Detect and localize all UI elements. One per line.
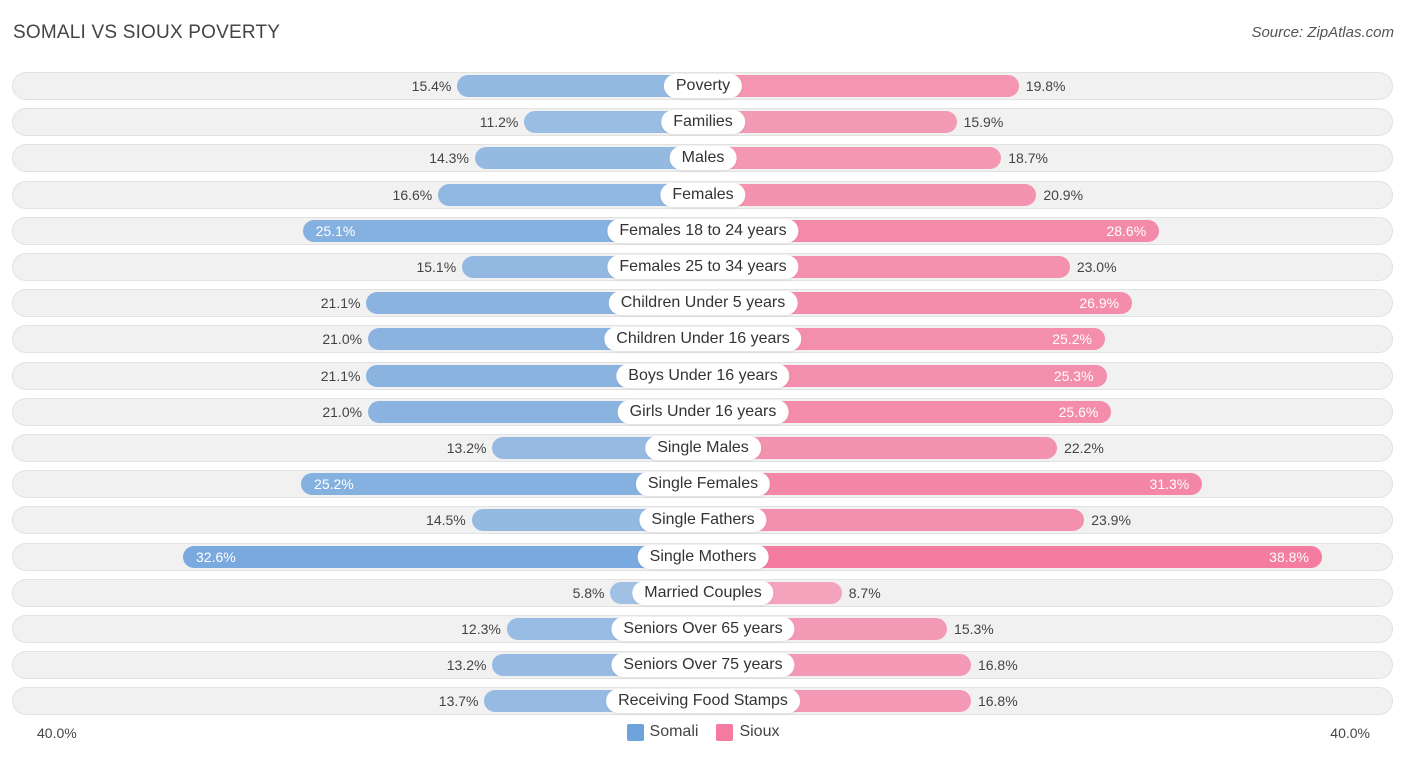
legend: Somali Sioux xyxy=(0,723,1406,741)
category-label-single-fathers: Single Fathers xyxy=(639,508,767,533)
value-somali-males: 14.3% xyxy=(429,150,469,167)
value-somali-boys-under-16-years: 21.1% xyxy=(320,367,361,384)
bar-sioux-females xyxy=(703,183,1037,206)
bar-sioux-single-fathers xyxy=(703,509,1085,532)
category-label-girls-under-16-years: Girls Under 16 years xyxy=(617,399,789,424)
value-somali-children-under-16-years: 21.0% xyxy=(322,331,363,348)
value-somali-receiving-food-stamps: 13.7% xyxy=(438,693,479,710)
value-somali-females-18-to-24-years: 25.1% xyxy=(315,222,356,239)
value-sioux-single-females: 31.3% xyxy=(1149,476,1190,493)
axis-right-label: 40.0% xyxy=(1330,725,1370,741)
legend-label-somali: Somali xyxy=(649,723,699,740)
bar-somali-single-females xyxy=(301,473,703,496)
value-somali-married-couples: 5.8% xyxy=(572,584,605,601)
category-label-females-25-to-34-years: Females 25 to 34 years xyxy=(607,255,799,279)
category-label-females: Females xyxy=(660,182,746,207)
bar-sioux-girls-under-16-years xyxy=(703,400,1112,423)
bar-somali-poverty xyxy=(457,75,703,97)
category-label-females-18-to-24-years: Females 18 to 24 years xyxy=(607,218,799,243)
bar-sioux-males xyxy=(703,147,1002,170)
value-sioux-receiving-food-stamps: 16.8% xyxy=(977,693,1018,710)
value-somali-single-females: 25.2% xyxy=(314,476,354,493)
value-sioux-seniors-over-65-years: 15.3% xyxy=(954,621,994,637)
value-sioux-females: 20.9% xyxy=(1043,186,1084,203)
bar-sioux-single-females xyxy=(703,473,1203,496)
bar-sioux-boys-under-16-years xyxy=(703,364,1107,387)
category-label-children-under-16-years: Children Under 16 years xyxy=(604,327,802,352)
value-sioux-single-mothers: 38.8% xyxy=(1269,548,1309,565)
category-label-families: Families xyxy=(661,110,745,135)
value-somali-children-under-5-years: 21.1% xyxy=(320,295,361,312)
value-sioux-males: 18.7% xyxy=(1008,150,1048,167)
bar-sioux-families xyxy=(703,111,957,134)
value-somali-seniors-over-65-years: 12.3% xyxy=(461,621,501,637)
bar-sioux-children-under-16-years xyxy=(703,328,1105,351)
legend-swatch-sioux xyxy=(716,723,734,741)
source-label: Source: ZipAtlas.com xyxy=(1251,24,1394,41)
bar-sioux-single-mothers xyxy=(703,545,1322,568)
bar-sioux-single-males xyxy=(703,437,1058,459)
value-somali-poverty: 15.4% xyxy=(411,78,452,94)
value-sioux-boys-under-16-years: 25.3% xyxy=(1053,367,1094,384)
category-label-married-couples: Married Couples xyxy=(632,580,774,605)
value-sioux-females-18-to-24-years: 28.6% xyxy=(1106,222,1147,239)
category-label-seniors-over-65-years: Seniors Over 65 years xyxy=(611,617,795,641)
bar-somali-males xyxy=(474,147,703,170)
value-sioux-married-couples: 8.7% xyxy=(848,584,881,601)
bar-sioux-poverty xyxy=(703,75,1019,97)
value-somali-families: 11.2% xyxy=(479,114,519,131)
legend-label-sioux: Sioux xyxy=(739,723,780,740)
value-sioux-poverty: 19.8% xyxy=(1025,78,1066,94)
legend-item-sioux: Sioux xyxy=(716,723,779,741)
value-somali-single-fathers: 14.5% xyxy=(426,512,466,529)
category-label-receiving-food-stamps: Receiving Food Stamps xyxy=(606,689,800,714)
value-sioux-single-fathers: 23.9% xyxy=(1091,512,1131,529)
category-label-boys-under-16-years: Boys Under 16 years xyxy=(616,363,790,388)
category-label-males: Males xyxy=(669,146,737,171)
value-somali-females: 16.6% xyxy=(392,186,433,203)
value-somali-girls-under-16-years: 21.0% xyxy=(322,403,363,420)
category-label-single-mothers: Single Mothers xyxy=(637,544,769,569)
bar-somali-females xyxy=(438,183,703,206)
value-sioux-children-under-16-years: 25.2% xyxy=(1052,331,1092,348)
bar-sioux-females-18-to-24-years xyxy=(703,219,1160,242)
category-label-children-under-5-years: Children Under 5 years xyxy=(608,291,798,316)
value-sioux-single-males: 22.2% xyxy=(1064,440,1104,456)
category-label-single-males: Single Males xyxy=(645,436,761,460)
value-sioux-seniors-over-75-years: 16.8% xyxy=(977,657,1018,674)
legend-item-somali: Somali xyxy=(626,723,699,741)
category-label-seniors-over-75-years: Seniors Over 75 years xyxy=(611,653,795,678)
bar-somali-single-mothers xyxy=(183,545,703,568)
bar-somali-females-18-to-24-years xyxy=(302,219,703,242)
value-sioux-girls-under-16-years: 25.6% xyxy=(1058,403,1099,420)
bar-somali-families xyxy=(524,111,703,134)
value-sioux-females-25-to-34-years: 23.0% xyxy=(1076,259,1117,275)
category-label-poverty: Poverty xyxy=(663,74,743,98)
bar-sioux-children-under-5-years xyxy=(703,292,1133,315)
value-sioux-children-under-5-years: 26.9% xyxy=(1079,295,1120,312)
value-somali-single-mothers: 32.6% xyxy=(196,548,236,565)
axis-left-label: 40.0% xyxy=(37,725,77,741)
chart-title: SOMALI VS SIOUX POVERTY xyxy=(13,22,281,43)
value-sioux-families: 15.9% xyxy=(963,114,1004,131)
value-somali-seniors-over-75-years: 13.2% xyxy=(446,657,487,674)
legend-swatch-somali xyxy=(626,723,644,741)
category-label-single-females: Single Females xyxy=(635,472,771,497)
value-somali-single-males: 13.2% xyxy=(446,440,487,456)
value-somali-females-25-to-34-years: 15.1% xyxy=(416,259,457,275)
